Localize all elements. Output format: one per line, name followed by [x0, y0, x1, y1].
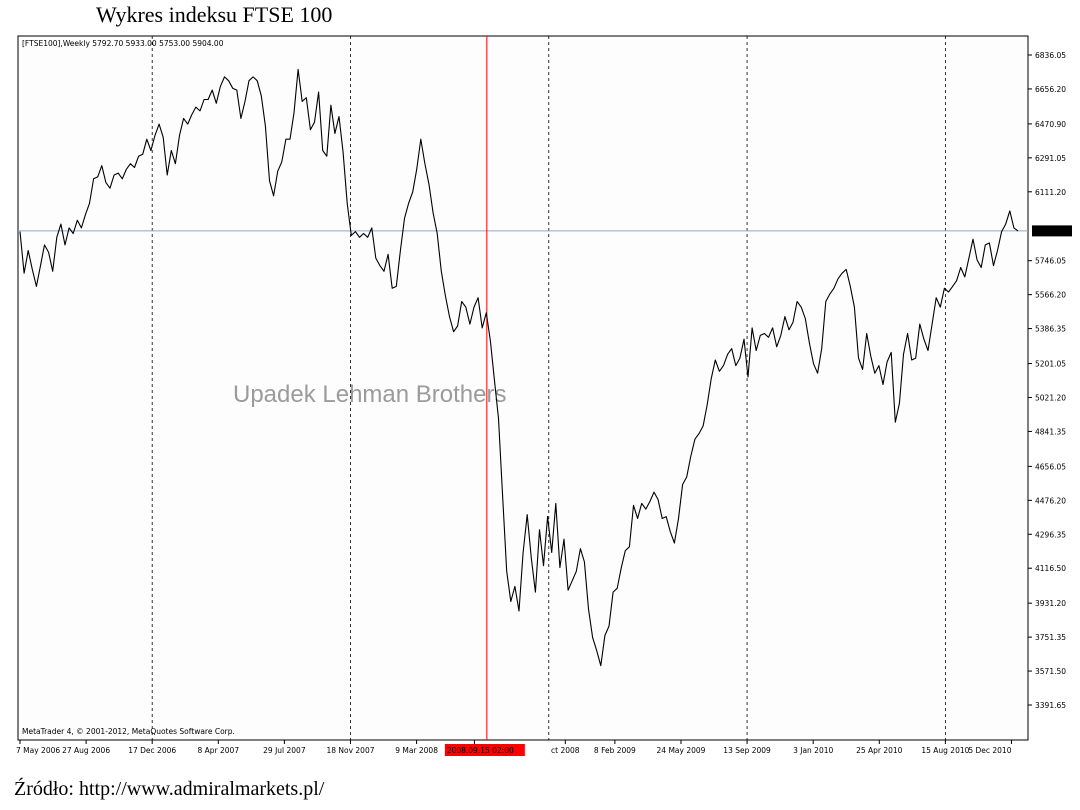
x-tick-label: 24 May 2009 [657, 746, 706, 755]
source-note: Źródło: http://www.admiralmarkets.pl/ [14, 778, 325, 800]
y-tick-label: 6291.05 [1035, 154, 1066, 163]
x-tick-label: 5 Dec 2010 [968, 746, 1011, 755]
x-tick-label: 18 Nov 2007 [326, 746, 374, 755]
plot-frame [17, 35, 1029, 741]
y-tick-label: 6656.20 [1035, 85, 1066, 94]
y-tick-label: 6111.20 [1035, 188, 1066, 197]
current-value-label-bg [1032, 225, 1072, 237]
y-tick-label: 5201.05 [1035, 360, 1066, 369]
lehman-annotation: Upadek Lehman Brothers [233, 381, 507, 408]
x-tick-label: 15 Aug 2010 [921, 746, 969, 755]
copyright-text: MetaTrader 4, © 2001-2012, MetaQuotes So… [22, 727, 235, 736]
y-tick-label: 5746.05 [1035, 257, 1066, 266]
x-tick-label: 7 May 2006 [16, 746, 60, 755]
y-tick-label: 4841.35 [1035, 427, 1066, 436]
y-tick-label: 4476.20 [1035, 496, 1066, 505]
x-tick-label: 27 Aug 2006 [62, 746, 110, 755]
x-tick-label: ct 2008 [551, 746, 580, 755]
x-tick-label: 3 Jan 2010 [793, 746, 833, 755]
y-tick-label: 3571.50 [1035, 667, 1066, 676]
y-tick-label: 4296.35 [1035, 530, 1066, 539]
x-tick-label: 17 Dec 2006 [128, 746, 176, 755]
y-tick-label: 3391.65 [1035, 701, 1066, 710]
y-tick-label: 3931.20 [1035, 599, 1066, 608]
y-tick-label: 4116.50 [1035, 564, 1066, 573]
ftse-chart: [FTSE100],Weekly 5792.70 5933.00 5753.00… [16, 35, 1072, 756]
chart-header: [FTSE100],Weekly 5792.70 5933.00 5753.00… [22, 39, 224, 48]
y-tick-label: 6470.90 [1035, 120, 1066, 129]
page-title: Wykres indeksu FTSE 100 [96, 2, 333, 27]
y-tick-label: 5386.35 [1035, 325, 1066, 334]
highlight-date-label-bg [444, 744, 525, 756]
y-tick-label: 5566.20 [1035, 291, 1066, 300]
ftse-price-line [19, 68, 1019, 667]
x-tick-label: 25 Apr 2010 [856, 746, 903, 755]
x-tick-label: 13 Sep 2009 [723, 746, 771, 755]
x-tick-label: 9 Mar 2008 [395, 746, 438, 755]
y-tick-label: 4656.05 [1035, 462, 1066, 471]
y-tick-label: 5021.20 [1035, 393, 1066, 402]
highlight-date-label: 2008.09.15 02:00 [447, 746, 514, 755]
y-tick-label: 3751.35 [1035, 633, 1066, 642]
y-tick-label: 6836.05 [1035, 51, 1066, 60]
x-tick-label: 8 Feb 2009 [594, 746, 636, 755]
x-tick-label: 29 Jul 2007 [263, 746, 306, 755]
current-value-label: 5904.00 [1034, 227, 1065, 236]
x-tick-label: 8 Apr 2007 [197, 746, 239, 755]
